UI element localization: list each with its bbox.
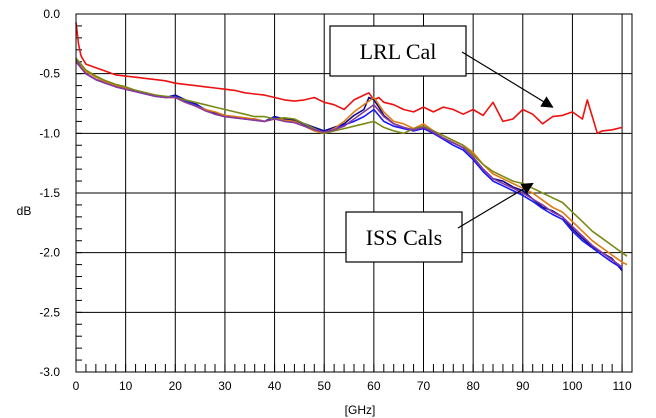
y-tick-label: -1.0 [39,126,60,140]
x-tick-label: 60 [367,379,381,393]
x-tick-labels: 0 10 20 30 40 50 60 70 80 90 100 110 [73,379,632,393]
callout-label: LRL Cal [360,39,437,64]
x-tick-label: 80 [466,379,480,393]
y-tick-label: -0.5 [39,67,60,81]
y-axis-label: dB [17,204,32,218]
minor-ticks [75,13,633,373]
callout-box [345,211,463,263]
x-tick-label: 70 [417,379,431,393]
annotations: LRL Cal ISS Cals [329,25,554,263]
series-line-1 [75,22,623,135]
callout-arrow [457,182,534,229]
x-axis-label: [GHz] [345,403,376,417]
x-tick-label: 40 [268,379,282,393]
y-tick-labels: 0.0 -0.5 -1.0 -1.5 -2.0 -2.5 -3.0 [39,7,60,379]
y-tick-label: -1.5 [39,186,60,200]
x-tick-label: 50 [318,379,332,393]
y-tick-label: -2.5 [39,305,60,319]
y-tick-label: -3.0 [39,365,60,379]
x-tick-label: 90 [516,379,530,393]
series-line-6 [75,60,623,268]
plot-frame [75,13,633,373]
x-tick-label: 110 [613,379,632,393]
y-tick-label: -2.0 [39,246,60,260]
x-tick-label: 30 [218,379,232,393]
callout-label: ISS Cals [366,225,442,250]
x-tick-label: 20 [169,379,183,393]
x-tick-label: 10 [119,379,133,393]
callout-box [329,25,467,77]
y-tick-label: 0.0 [43,7,60,21]
x-tick-label: 100 [562,379,582,393]
x-tick-label: 0 [73,379,80,393]
series-line-5 [75,57,628,257]
callout-arrow [461,51,554,108]
